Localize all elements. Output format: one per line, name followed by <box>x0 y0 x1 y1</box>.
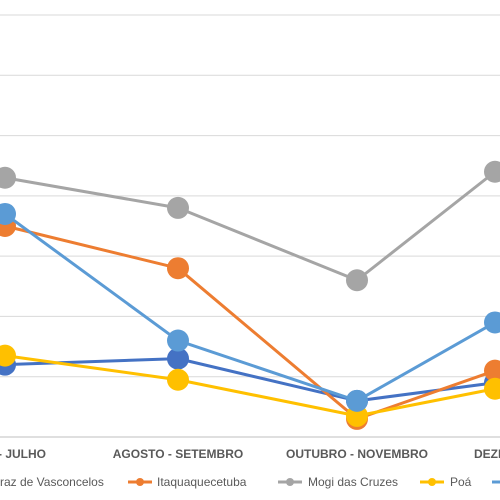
data-point <box>346 404 368 427</box>
data-point <box>167 368 189 391</box>
legend-label: Poá <box>450 475 472 489</box>
legend-entry: Itaquaquecetuba <box>128 475 247 489</box>
x-tick-label: OUTUBRO - NOVEMBRO <box>286 447 428 461</box>
series-2 <box>0 160 500 292</box>
legend-label: raz de Vasconcelos <box>0 475 104 489</box>
legend-entry: Mogi das Cruzes <box>278 475 398 489</box>
legend-entry: raz de Vasconcelos <box>0 475 104 489</box>
data-point <box>0 166 16 189</box>
legend-label: Itaquaquecetuba <box>157 475 247 489</box>
series-line <box>4 170 496 282</box>
data-point <box>346 389 368 412</box>
legend-entry: Poá <box>420 475 472 489</box>
data-point <box>346 269 368 292</box>
legend: raz de Vasconcelos Itaquaquecetuba Mogi da… <box>0 475 500 489</box>
series-1 <box>0 215 500 430</box>
series-4 <box>0 202 500 412</box>
series-3 <box>0 344 500 427</box>
x-tick-label: DEZE <box>474 447 500 461</box>
data-point <box>484 377 500 400</box>
legend-swatch-marker <box>286 478 294 486</box>
x-axis-tick-labels: - JULHO AGOSTO - SETEMBRO OUTUBRO - NOVEMB… <box>0 447 500 461</box>
series-lines <box>0 160 500 430</box>
data-point <box>167 257 189 280</box>
legend-label: Mogi das Cruzes <box>308 475 398 489</box>
series-line <box>4 224 496 421</box>
data-point <box>0 202 16 225</box>
data-point <box>167 329 189 352</box>
series-line <box>4 357 496 403</box>
series-line <box>4 212 496 403</box>
gridlines <box>0 14 500 438</box>
data-point <box>0 344 16 367</box>
data-point <box>167 347 189 370</box>
data-point <box>167 196 189 219</box>
legend-swatch-marker <box>428 478 436 486</box>
data-point <box>484 311 500 334</box>
x-tick-label: - JULHO <box>0 447 46 461</box>
legend-swatch-marker <box>136 478 144 486</box>
series-line <box>4 354 496 418</box>
legend-entry <box>492 480 500 484</box>
data-point <box>484 160 500 183</box>
x-tick-label: AGOSTO - SETEMBRO <box>113 447 243 461</box>
data-point <box>484 359 500 382</box>
